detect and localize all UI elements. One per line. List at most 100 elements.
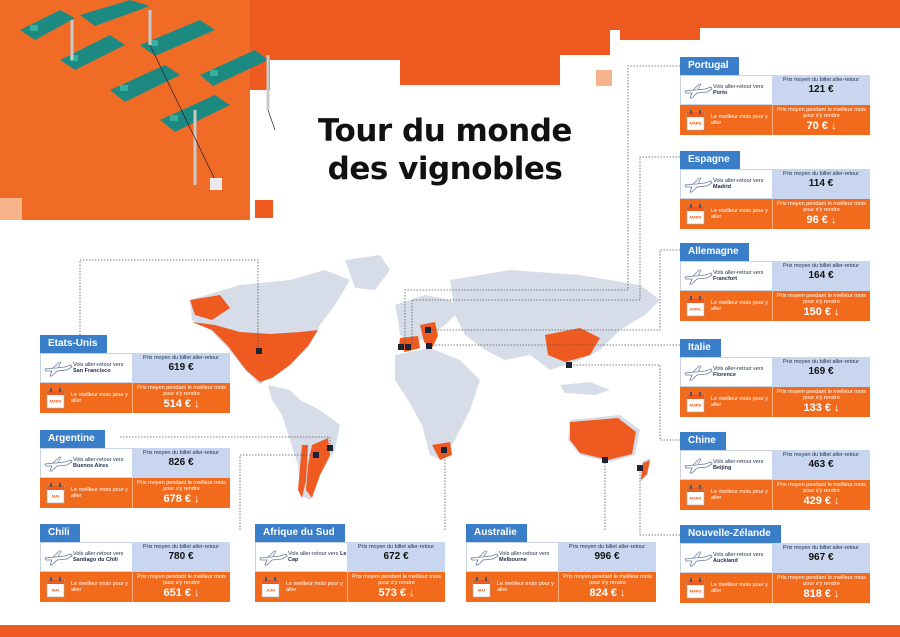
avg-price-box: Prix moyen du billet aller-retour 169 € — [772, 357, 870, 387]
airplane-icon — [259, 550, 288, 566]
avg-price-box: Prix moyen du billet aller-retour 114 € — [772, 169, 870, 199]
best-price: 514 € ↓ — [163, 398, 200, 410]
round-trip-label: Vols aller-retour vers — [713, 551, 764, 558]
calendar-month: MARS — [50, 399, 62, 404]
destination-card: Espagne Vols aller-retour vers Madrid Prix… — [680, 149, 870, 229]
best-month-info: MARS Le meilleur mois pour y aller — [680, 199, 772, 229]
calendar-icon: MARS — [686, 110, 705, 131]
flight-route: Vols aller-retour vers San Francisco — [73, 362, 132, 375]
best-month-info: MARS Le meilleur mois pour y aller — [680, 480, 772, 510]
country-name: Espagne — [680, 151, 740, 169]
best-month-label: Le meilleur mois pour y aller — [711, 207, 768, 221]
airplane-icon — [684, 551, 713, 567]
best-price-label: Prix moyen pendant le meilleur mois pour… — [777, 389, 866, 401]
calendar-icon: MARS — [46, 388, 65, 409]
best-month-label: Le meilleur mois pour y aller — [711, 581, 768, 595]
best-month-row: MARS Le meilleur mois pour y aller Prix mo… — [680, 573, 870, 603]
avg-price: 121 € — [808, 84, 834, 95]
best-price: 818 € ↓ — [803, 588, 840, 600]
page-title: Tour du monde des vignobles — [290, 112, 600, 188]
avg-price: 619 € — [168, 362, 194, 373]
bottom-bar — [0, 625, 900, 637]
best-month-info: MARS Le meilleur mois pour y aller — [40, 383, 132, 413]
best-month-info: MAI Le meilleur mois pour y aller — [466, 572, 558, 602]
calendar-month: MARS — [690, 215, 702, 220]
airplane-icon — [684, 458, 713, 474]
country-name: Argentine — [40, 430, 105, 448]
best-price-box: Prix moyen pendant le meilleur mois pour… — [132, 478, 230, 508]
best-price-box: Prix moyen pendant le meilleur mois pour… — [132, 383, 230, 413]
destination-card: Italie Vols aller-retour vers Florence Pri… — [680, 337, 870, 417]
calendar-month: MARS — [690, 121, 702, 126]
avg-price-box: Prix moyen du billet aller-retour 996 € — [558, 542, 656, 572]
best-price: 429 € ↓ — [803, 495, 840, 507]
flight-route: Vols aller-retour vers Santiago du Chili — [73, 551, 132, 564]
best-price-label: Prix moyen pendant le meilleur mois pour… — [563, 574, 652, 586]
country-name: Allemagne — [680, 243, 749, 261]
flight-route: Vols aller-retour vers Madrid — [713, 178, 772, 191]
avg-price-label: Prix moyen du billet aller-retour — [568, 544, 646, 550]
flight-row: Vols aller-retour vers Santiago du Chili… — [40, 542, 230, 572]
best-price-label: Prix moyen pendant le meilleur mois pour… — [777, 575, 866, 587]
best-month-label: Le meilleur mois pour y aller — [711, 488, 768, 502]
best-price-label: Prix moyen pendant le meilleur mois pour… — [777, 201, 866, 213]
best-price: 150 € ↓ — [803, 306, 840, 318]
title-line-1: Tour du monde — [318, 113, 572, 149]
flight-info: Vols aller-retour vers Madrid — [680, 169, 772, 199]
avg-price: 967 € — [808, 552, 834, 563]
flight-info: Vols aller-retour vers Buenos Aires — [40, 448, 132, 478]
best-month-info: JUIN Le meilleur mois pour y aller — [255, 572, 347, 602]
flight-info: Vols aller-retour vers Florence — [680, 357, 772, 387]
city-name: Madrid — [713, 184, 732, 190]
destination-card: Chine Vols aller-retour vers Beijing Prix … — [680, 430, 870, 510]
avg-price: 114 € — [808, 178, 834, 189]
flight-route: Vols aller-retour vers Beijing — [713, 459, 772, 472]
best-price: 824 € ↓ — [589, 587, 626, 599]
flight-row: Vols aller-retour vers San Francisco Prix… — [40, 353, 230, 383]
flight-row: Vols aller-retour vers Francfort Prix moy… — [680, 261, 870, 291]
round-trip-label: Vols aller-retour vers — [288, 550, 339, 557]
avg-price-label: Prix moyen du billet aller-retour — [782, 263, 860, 269]
airplane-icon — [44, 361, 73, 377]
best-month-label: Le meilleur mois pour y aller — [71, 391, 128, 405]
airplane-icon — [44, 456, 73, 472]
country-name: Afrique du Sud — [255, 524, 345, 542]
calendar-icon: MARS — [686, 578, 705, 599]
best-month-row: MARS Le meilleur mois pour y aller Prix mo… — [680, 105, 870, 135]
flight-info: Vols aller-retour vers Auckland — [680, 543, 772, 573]
country-name: Australie — [466, 524, 527, 542]
best-price: 96 € ↓ — [806, 214, 837, 226]
flight-route: Vols aller-retour vers Francfort — [713, 270, 772, 283]
best-price: 133 € ↓ — [803, 402, 840, 414]
flight-row: Vols aller-retour vers Buenos Aires Prix … — [40, 448, 230, 478]
best-price-box: Prix moyen pendant le meilleur mois pour… — [347, 572, 445, 602]
country-name: Chili — [40, 524, 80, 542]
avg-price-box: Prix moyen du billet aller-retour 164 € — [772, 261, 870, 291]
city-name: Beijing — [713, 465, 732, 471]
airplane-icon — [684, 83, 713, 99]
airplane-icon — [470, 550, 499, 566]
calendar-month: MAI — [478, 588, 485, 593]
best-month-row: AVRIL Le meilleur mois pour y aller Prix m… — [680, 291, 870, 321]
country-name: Etats-Unis — [40, 335, 108, 353]
destination-card: Allemagne Vols aller-retour vers Francfor… — [680, 241, 870, 321]
round-trip-label: Vols aller-retour vers — [713, 365, 764, 372]
best-month-info: MAI Le meilleur mois pour y aller — [40, 572, 132, 602]
avg-price-box: Prix moyen du billet aller-retour 463 € — [772, 450, 870, 480]
best-month-label: Le meilleur mois pour y aller — [286, 580, 343, 594]
calendar-icon: MARS — [686, 204, 705, 225]
avg-price-label: Prix moyen du billet aller-retour — [782, 545, 860, 551]
flight-route: Vols aller-retour vers Porto — [713, 84, 772, 97]
round-trip-label: Vols aller-retour vers — [713, 177, 764, 184]
country-name: Chine — [680, 432, 726, 450]
flight-row: Vols aller-retour vers Auckland Prix moye… — [680, 543, 870, 573]
flight-info: Vols aller-retour vers Le Cap — [255, 542, 347, 572]
best-month-row: MAI Le meilleur mois pour y aller Prix moy… — [40, 572, 230, 602]
destination-card: Argentine Vols aller-retour vers Buenos A… — [40, 428, 230, 508]
flight-row: Vols aller-retour vers Beijing Prix moyen… — [680, 450, 870, 480]
best-month-row: MAI Le meilleur mois pour y aller Prix moy… — [466, 572, 656, 602]
city-name: Buenos Aires — [73, 463, 109, 469]
avg-price-box: Prix moyen du billet aller-retour 967 € — [772, 543, 870, 573]
avg-price: 780 € — [168, 551, 194, 562]
airplane-icon — [684, 269, 713, 285]
